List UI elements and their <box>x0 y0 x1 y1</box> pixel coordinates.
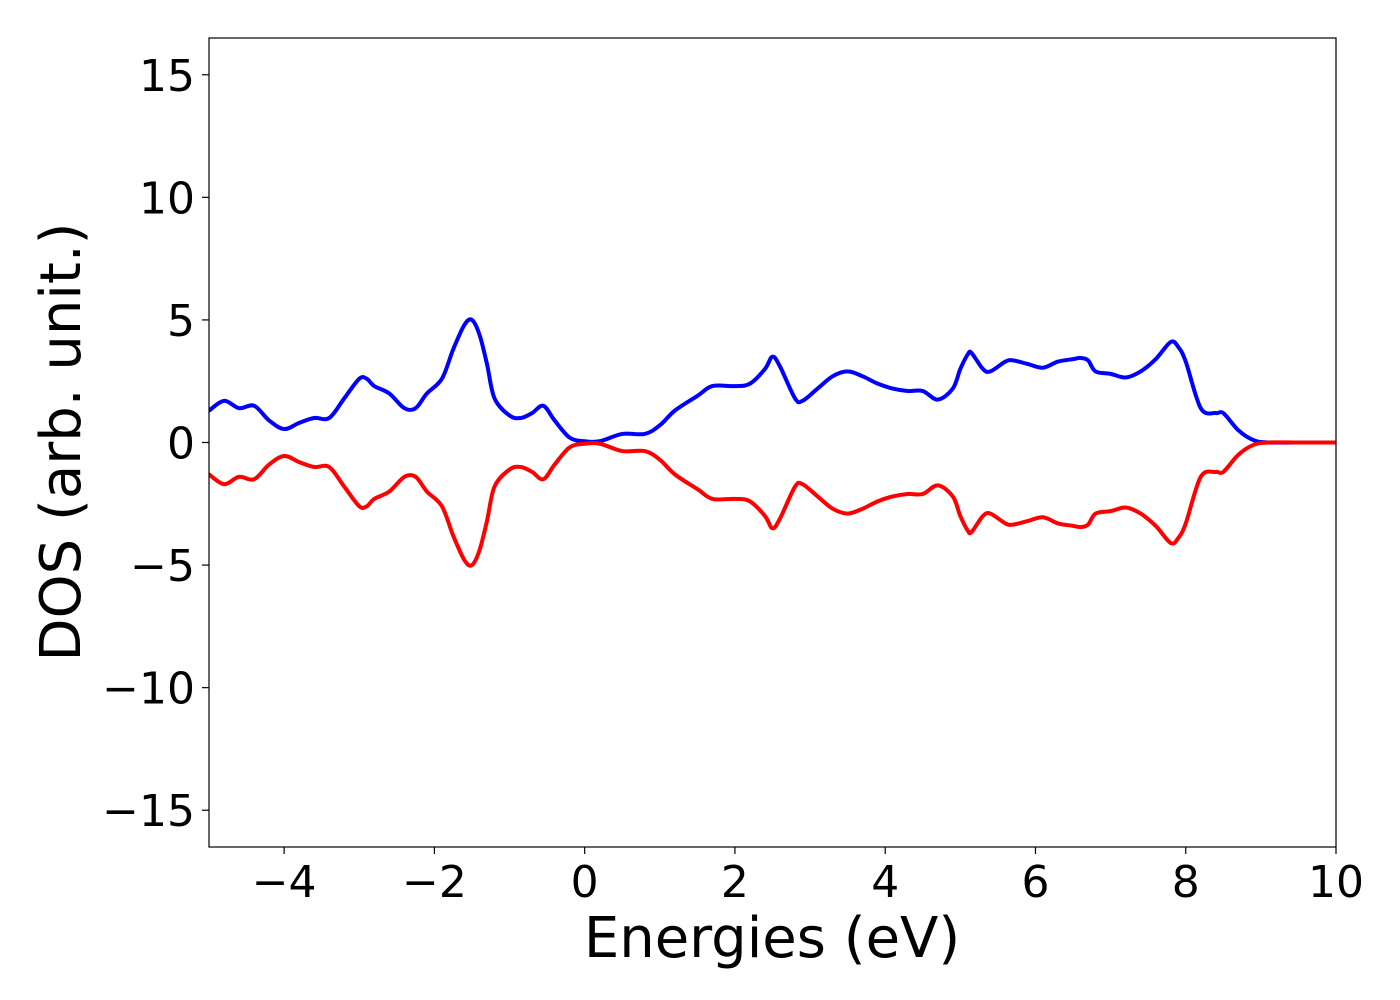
y-tick-label: 15 <box>139 51 195 102</box>
series-layer <box>209 317 1336 568</box>
x-axis-label: Energies (eV) <box>584 906 960 971</box>
x-tick-label: 8 <box>1172 857 1200 908</box>
y-tick-label: 0 <box>167 419 195 470</box>
x-tick-label: −4 <box>252 857 317 908</box>
x-tick-label: 2 <box>721 857 749 908</box>
x-tick-label: 10 <box>1308 857 1364 908</box>
y-tick-label: −15 <box>102 786 195 837</box>
x-axis-ticks: −4 −2 0 2 4 6 8 10 <box>252 847 1364 908</box>
x-tick-label: 0 <box>571 857 599 908</box>
y-axis-ticks: −15 −10 −5 0 5 10 15 <box>102 51 209 837</box>
y-tick-label: 10 <box>139 173 195 224</box>
x-tick-label: −2 <box>402 857 467 908</box>
x-tick-label: 4 <box>871 857 899 908</box>
plot-area-frame <box>208 37 1337 848</box>
series-line-2 <box>209 440 1336 568</box>
x-tick-label: 6 <box>1021 857 1049 908</box>
y-tick-label: −10 <box>102 664 195 715</box>
y-axis-label: DOS (arb. unit.) <box>29 222 94 661</box>
y-tick-label: 5 <box>167 296 195 347</box>
series-line-1 <box>209 317 1336 445</box>
y-tick-label: −5 <box>130 541 195 592</box>
